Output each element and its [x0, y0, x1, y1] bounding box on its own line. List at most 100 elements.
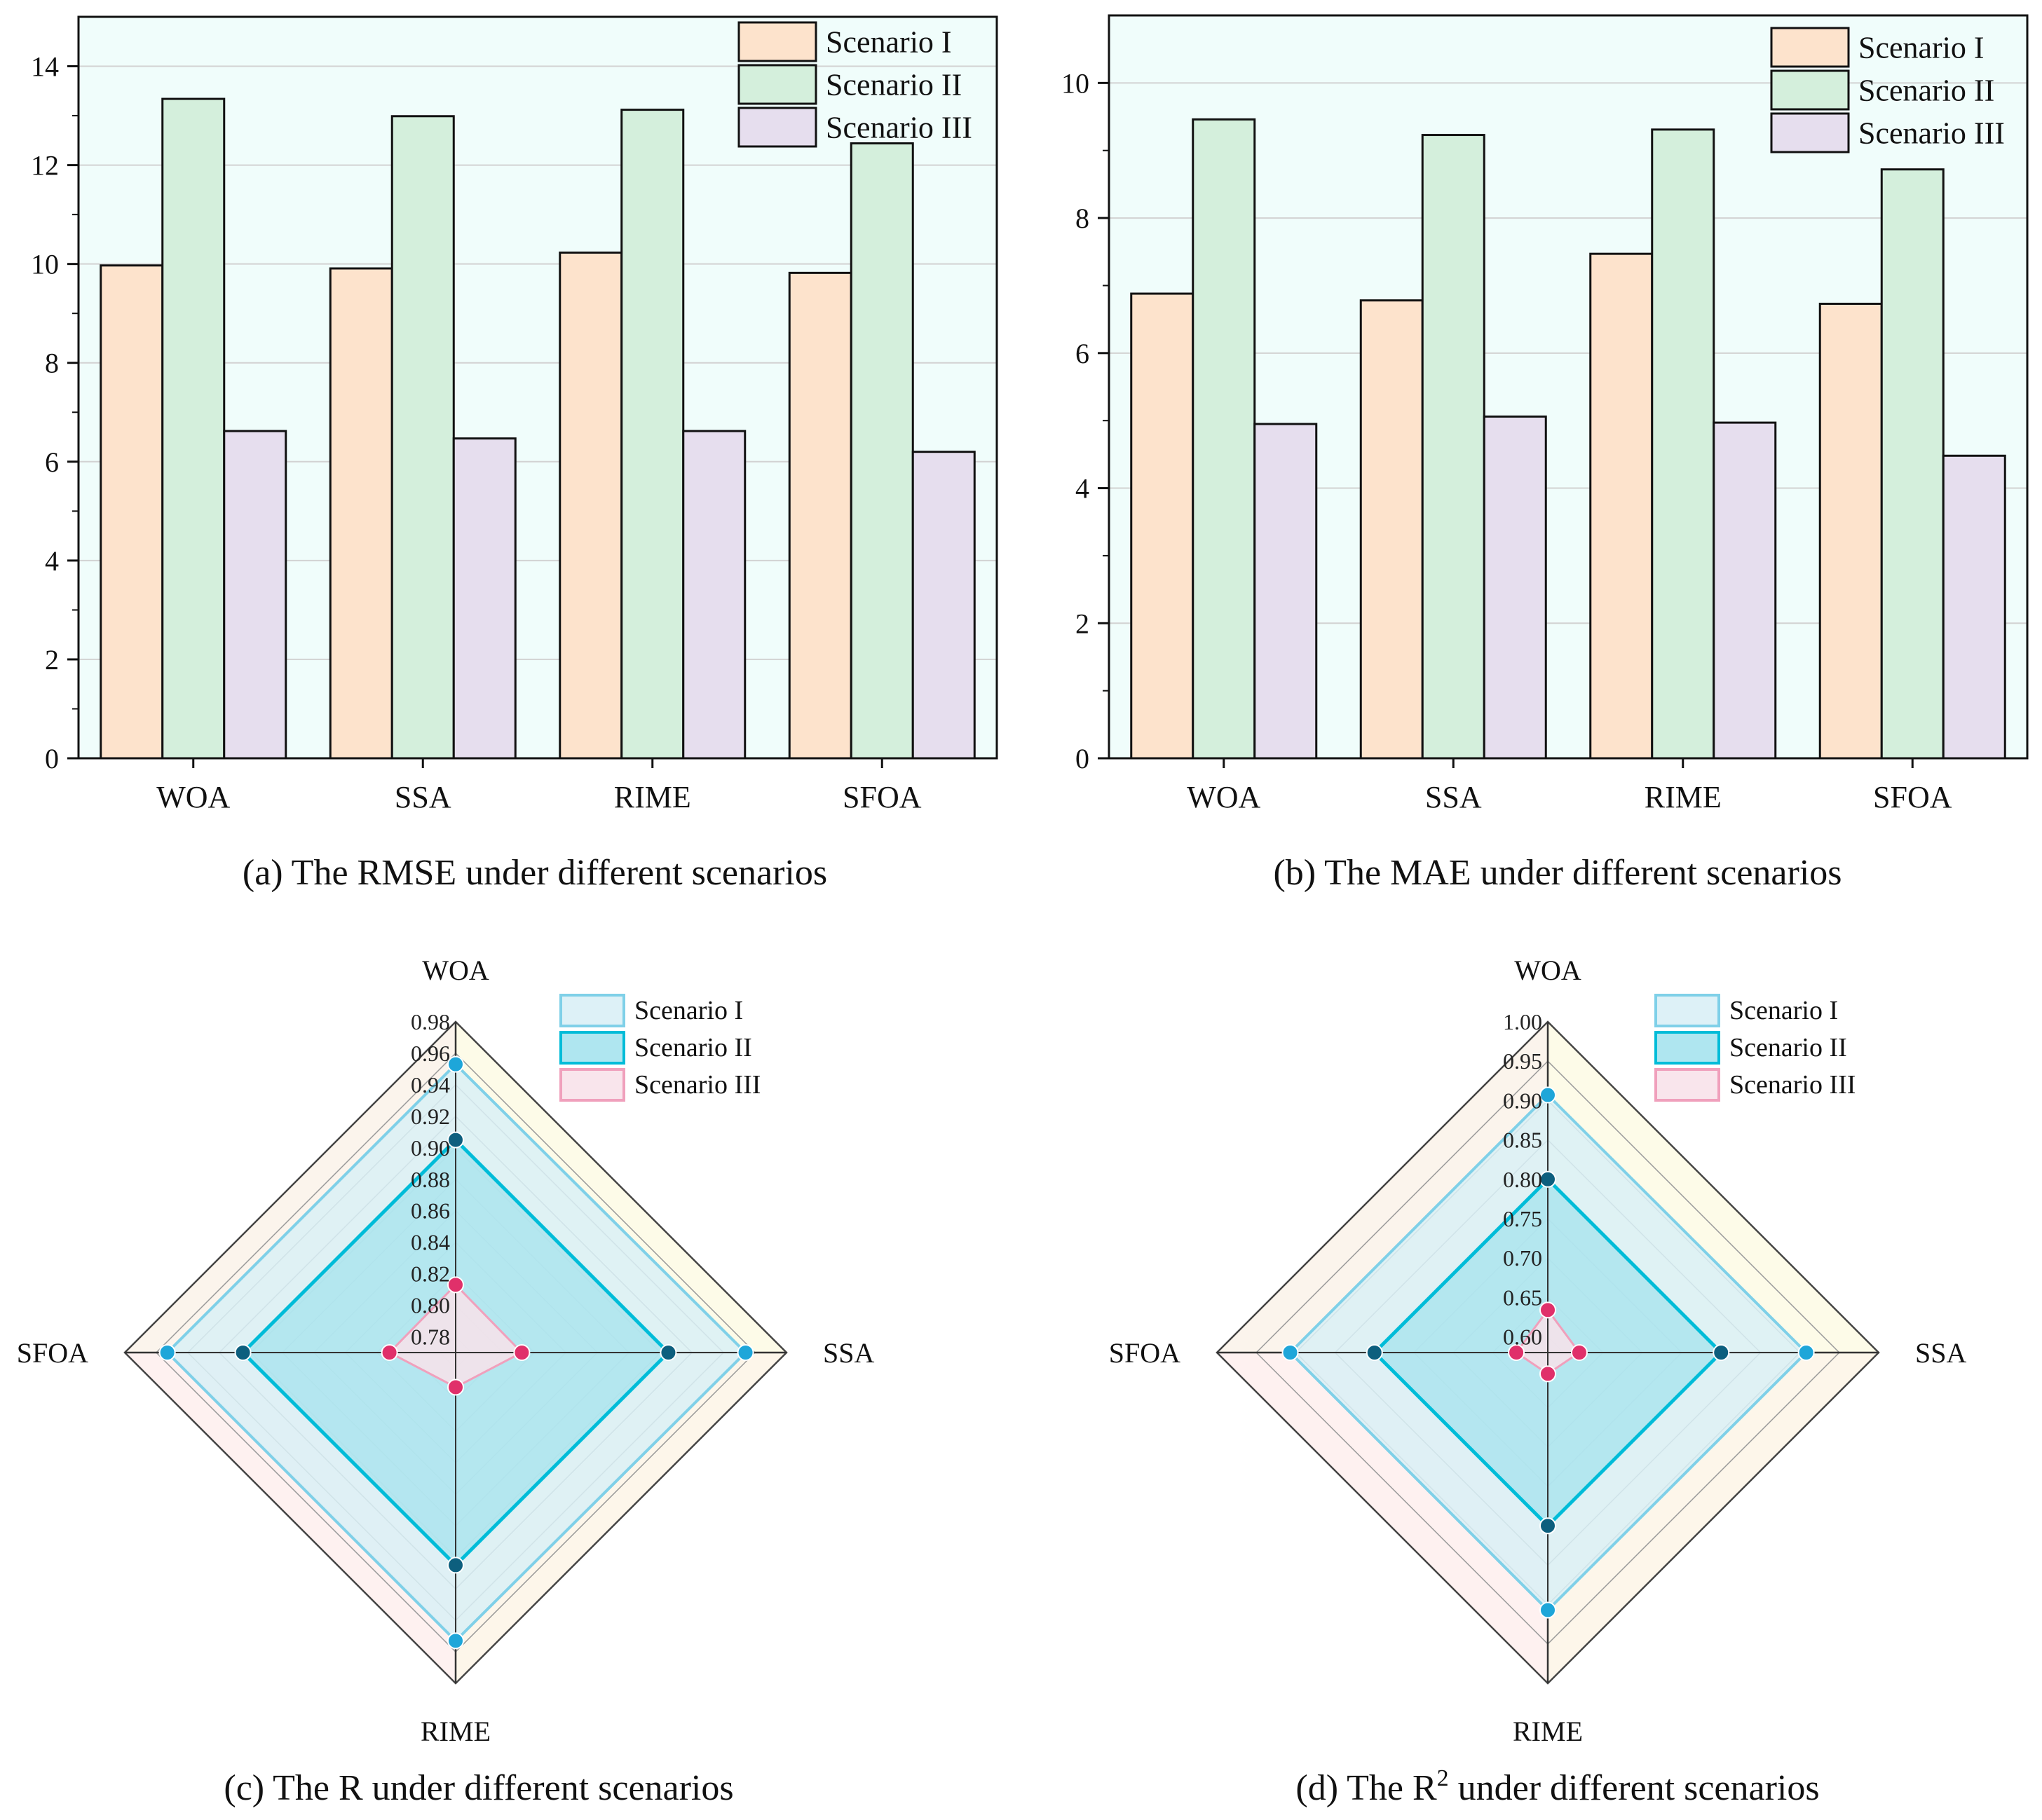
radar-point-rime-scenario-1 — [447, 1632, 464, 1650]
radar-tick-label: 0.90 — [411, 1135, 450, 1161]
bar-ssa-scenario-2 — [390, 115, 455, 760]
legend-swatch-scenario-2 — [559, 1031, 625, 1065]
caption-d-suffix: under different scenarios — [1449, 1768, 1820, 1808]
radar-tick-label: 0.60 — [1503, 1325, 1542, 1350]
radar-tick-label: 0.94 — [411, 1072, 450, 1097]
radar-axis-label-woa: WOA — [1514, 955, 1581, 986]
legend-swatch-scenario-3 — [559, 1068, 625, 1102]
legend-label-scenario-1: Scenario I — [826, 25, 952, 60]
x-tick-label: SSA — [395, 780, 451, 814]
y-tick-label: 12 — [31, 150, 59, 182]
legend-swatch-scenario-2 — [737, 64, 817, 105]
radar-point-sfoa-scenario-3 — [381, 1344, 398, 1361]
y-tick-label: 10 — [31, 249, 59, 280]
x-tick-label: SSA — [1425, 780, 1482, 814]
bar-ssa-scenario-1 — [1359, 299, 1424, 760]
bar-ssa-scenario-3 — [452, 437, 517, 760]
radar-point-rime-scenario-2 — [1539, 1517, 1556, 1535]
legend-swatch-scenario-3 — [1654, 1068, 1720, 1102]
x-tick-label: SFOA — [843, 780, 922, 814]
y-tick-label: 0 — [45, 743, 59, 774]
radar-tick-label: 0.75 — [1503, 1206, 1542, 1231]
bar-woa-scenario-3 — [1253, 423, 1318, 760]
radar-tick-label: 0.96 — [411, 1041, 450, 1066]
caption-a: (a) The RMSE under different scenarios — [243, 853, 827, 893]
legend-label-scenario-1: Scenario I — [1858, 31, 1985, 65]
radar-point-ssa-scenario-3 — [513, 1344, 531, 1361]
radar-tick-label: 0.80 — [1503, 1167, 1542, 1192]
x-tick-label: RIME — [1645, 780, 1722, 814]
legend-swatch-scenario-1 — [737, 21, 817, 62]
legend-swatch-scenario-2 — [1654, 1031, 1720, 1065]
radar-point-woa-scenario-3 — [1539, 1301, 1556, 1319]
radar-axis-label-rime: RIME — [421, 1716, 491, 1747]
radar-tick-label: 0.82 — [411, 1261, 450, 1287]
x-tick-label: SFOA — [1873, 780, 1952, 814]
radar-point-ssa-scenario-2 — [1713, 1344, 1730, 1361]
radar-tick-label: 0.86 — [411, 1198, 450, 1224]
radar-axis-label-rime: RIME — [1513, 1716, 1583, 1747]
radar-point-rime-scenario-2 — [447, 1556, 464, 1574]
chart-rmse: WOA SSA RIME SFOA 0 2 4 6 8 10 12 14 Scenario I Scena… — [31, 15, 998, 814]
radar-tick-label: 0.88 — [411, 1167, 450, 1192]
y-tick-label: 2 — [1075, 608, 1089, 639]
radar-point-ssa-scenario-2 — [660, 1344, 677, 1361]
x-tick-label: WOA — [156, 780, 230, 814]
radar-point-rime-scenario-3 — [1539, 1365, 1556, 1383]
caption-d-prefix: (d) The R — [1295, 1768, 1437, 1808]
radar-point-rime-scenario-1 — [1539, 1601, 1556, 1619]
bar-ssa-scenario-2 — [1421, 134, 1485, 760]
x-tick-label: RIME — [614, 780, 691, 814]
x-tick-label: WOA — [1187, 780, 1260, 814]
bar-rime-scenario-1 — [559, 251, 623, 760]
chart-mae: WOA SSA RIME SFOA 0 2 4 6 8 10 Scenario I Scenario … — [1061, 14, 2029, 814]
bar-woa-scenario-1 — [1130, 292, 1194, 760]
legend-swatch-scenario-3 — [1770, 112, 1850, 153]
legend-swatch-scenario-2 — [1770, 69, 1850, 111]
caption-d: (d) The R2 under different scenarios — [1295, 1765, 1819, 1808]
chart-r-radar: 0.78 0.80 0.82 0.84 0.86 0.88 0.90 0.92 0.94 0.96… — [17, 955, 875, 1747]
legend-swatch-scenario-1 — [1770, 27, 1850, 68]
radar-tick-label: 0.80 — [411, 1293, 450, 1318]
radar-point-sfoa-scenario-1 — [158, 1344, 176, 1361]
y-tick-label: 6 — [45, 446, 59, 478]
bar-rime-scenario-3 — [682, 430, 747, 760]
bar-woa-scenario-1 — [100, 264, 164, 760]
bar-sfoa-scenario-2 — [1880, 168, 1945, 760]
legend-label-scenario-2: Scenario II — [1729, 1033, 1847, 1062]
bar-rime-scenario-2 — [620, 109, 685, 760]
radar-tick-label: 0.84 — [411, 1230, 450, 1255]
radar-point-woa-scenario-1 — [1539, 1086, 1556, 1104]
bar-sfoa-scenario-1 — [1818, 302, 1883, 760]
bar-sfoa-scenario-3 — [1942, 454, 2006, 760]
y-tick-label: 6 — [1075, 338, 1089, 369]
radar-tick-label: 0.92 — [411, 1104, 450, 1129]
legend-label-scenario-3: Scenario III — [1858, 116, 2005, 151]
radar-tick-label: 0.65 — [1503, 1285, 1542, 1310]
radar-axis-label-woa: WOA — [422, 955, 489, 986]
bar-rime-scenario-3 — [1713, 421, 1777, 760]
legend-label-scenario-1: Scenario I — [634, 996, 743, 1025]
radar-point-ssa-scenario-1 — [737, 1344, 754, 1361]
caption-d-superscript: 2 — [1437, 1765, 1449, 1791]
radar-point-woa-scenario-1 — [447, 1055, 464, 1073]
radar-axis-label-sfoa: SFOA — [1109, 1337, 1180, 1369]
bar-sfoa-scenario-2 — [850, 142, 914, 760]
chart-r2-radar: 0.60 0.65 0.70 0.75 0.80 0.85 0.90 0.95 1.00 WOA S… — [1109, 955, 1967, 1747]
legend-label-scenario-3: Scenario III — [826, 111, 972, 145]
radar-axis-label-ssa: SSA — [1915, 1337, 1966, 1369]
radar-tick-label: 0.85 — [1503, 1128, 1542, 1153]
legend-label-scenario-2: Scenario II — [826, 68, 962, 102]
legend-label-scenario-2: Scenario II — [634, 1033, 752, 1062]
bar-woa-scenario-2 — [161, 97, 226, 760]
plot-frame — [1108, 14, 2029, 760]
radar-axis-label-sfoa: SFOA — [17, 1337, 88, 1369]
radar-point-ssa-scenario-3 — [1570, 1344, 1588, 1361]
bar-ssa-scenario-1 — [329, 267, 393, 760]
radar-tick-label: 0.78 — [411, 1325, 450, 1350]
radar-point-sfoa-scenario-2 — [1366, 1344, 1383, 1361]
bar-woa-scenario-3 — [223, 430, 287, 760]
legend-label-scenario-3: Scenario III — [634, 1070, 761, 1100]
radar-point-woa-scenario-3 — [447, 1276, 464, 1294]
